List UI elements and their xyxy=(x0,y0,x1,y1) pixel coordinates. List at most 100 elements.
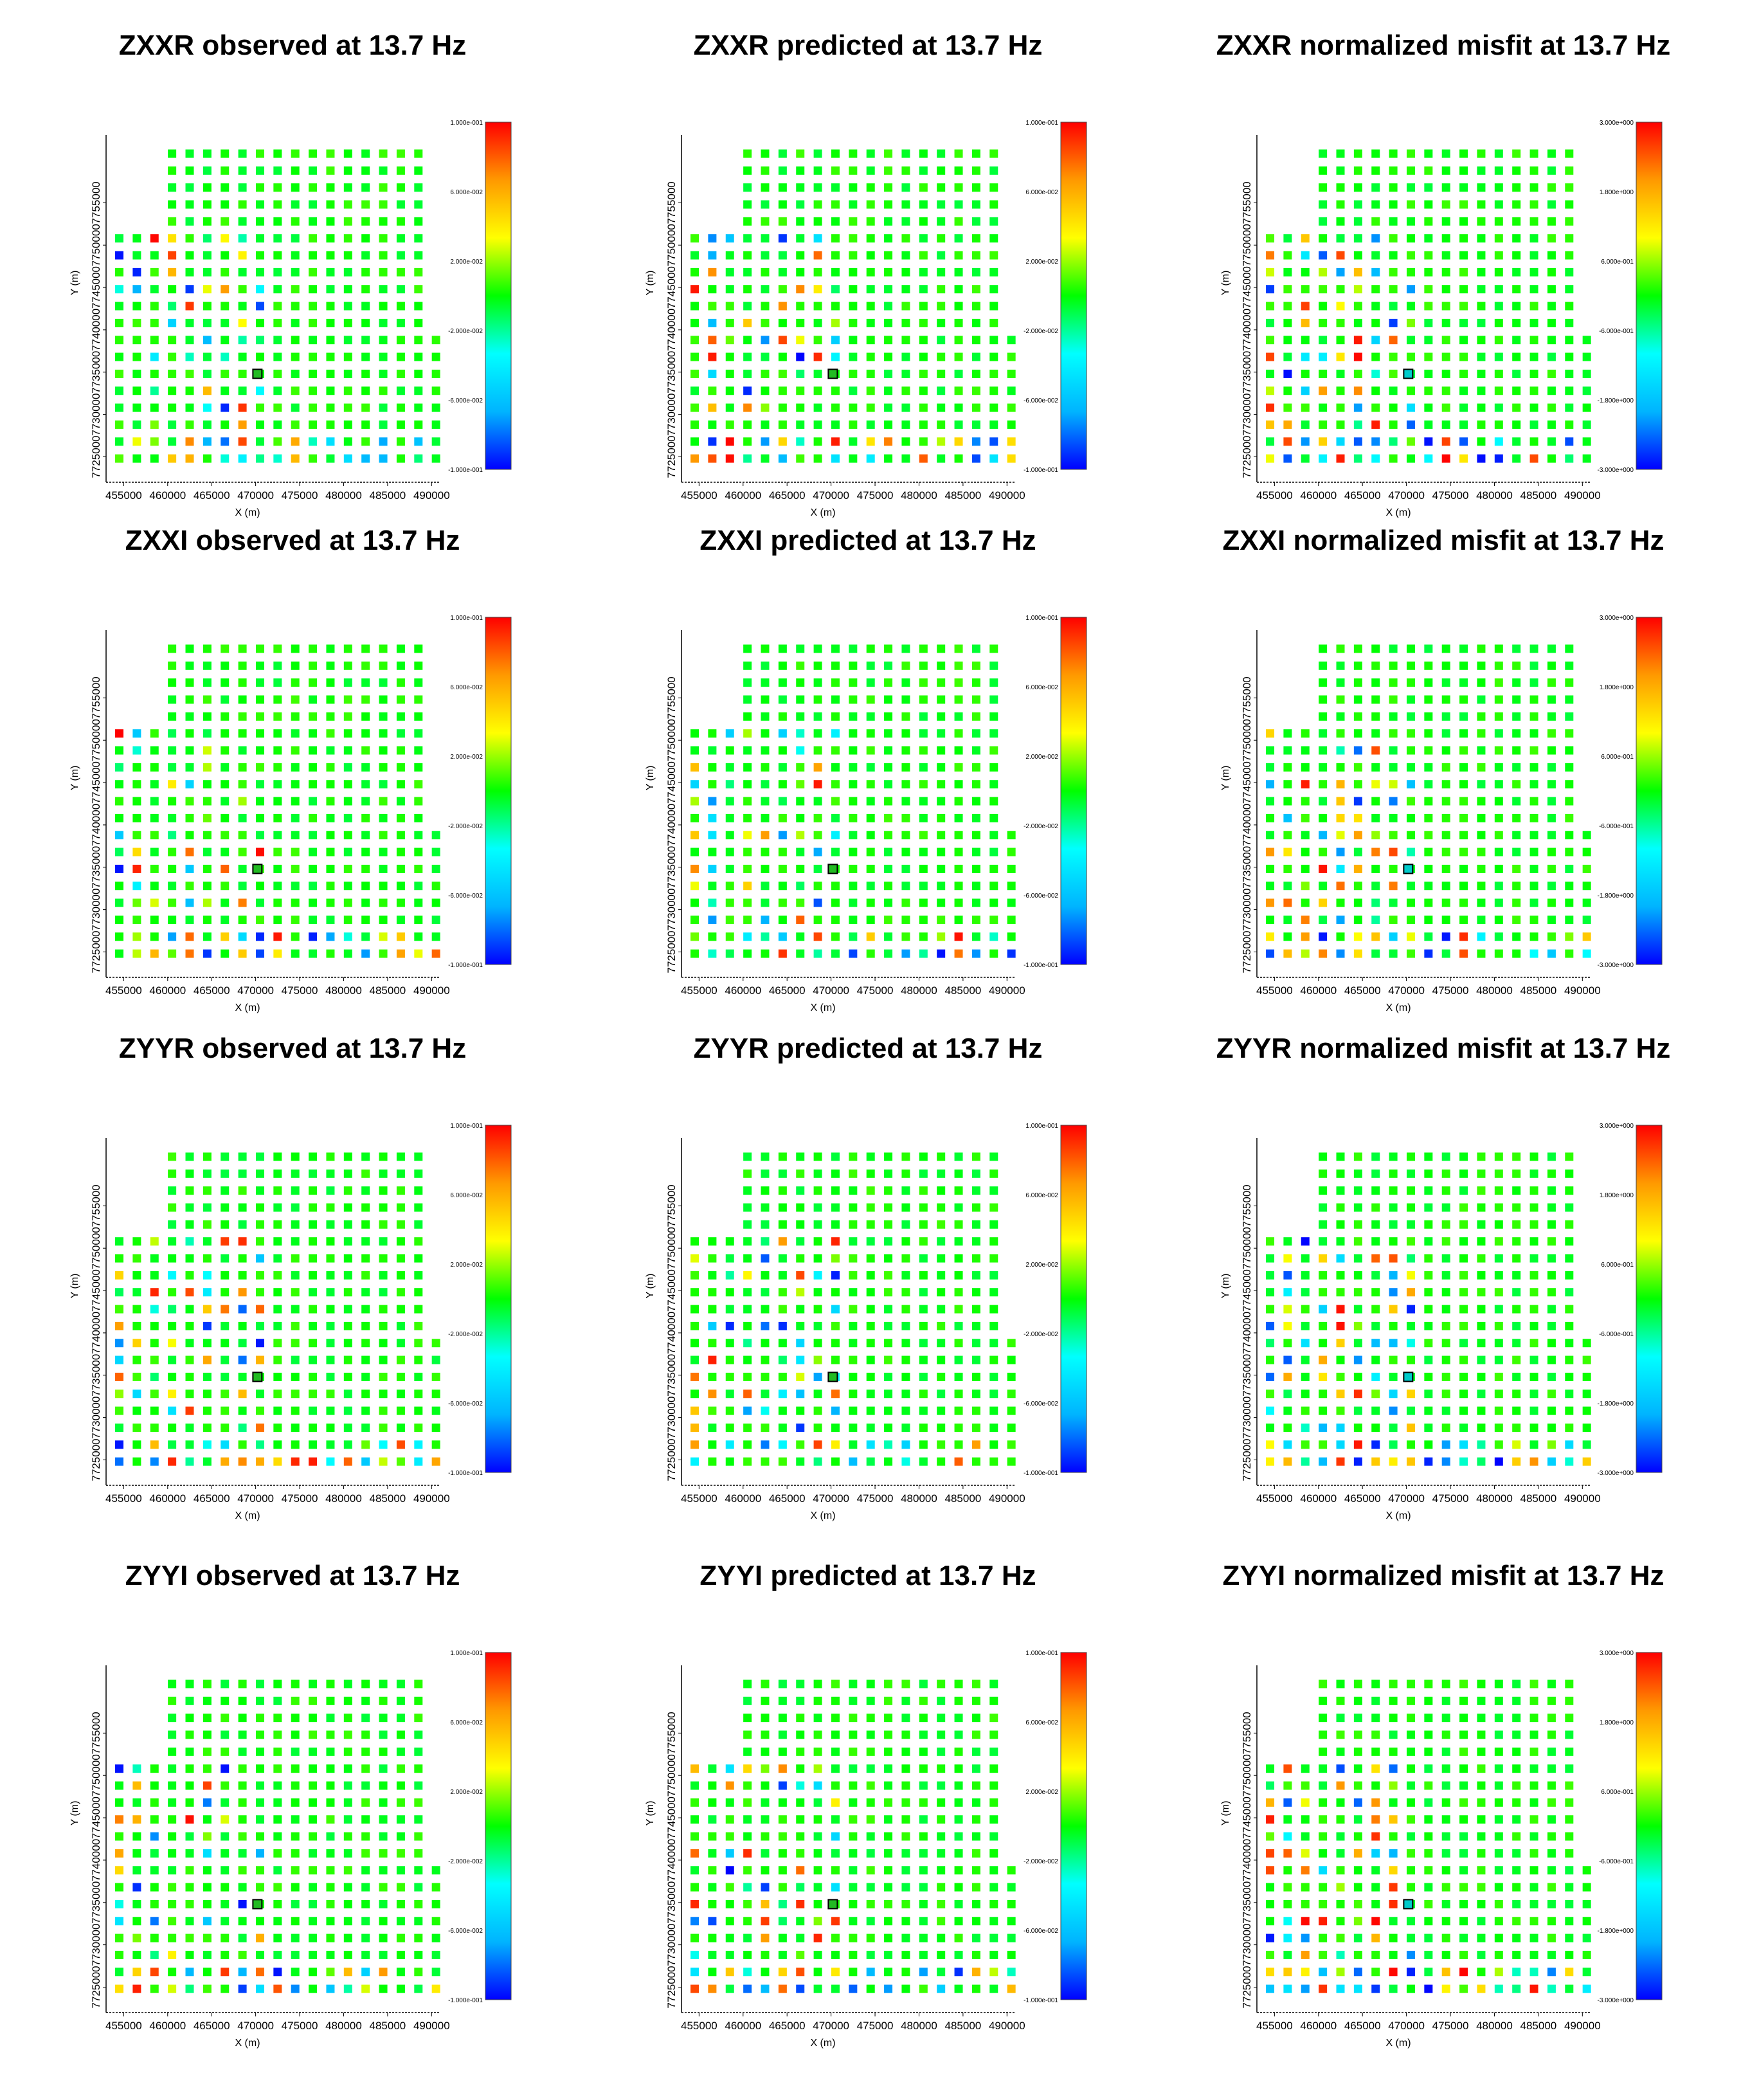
station-marker xyxy=(361,1866,370,1875)
colorbar xyxy=(1060,1125,1087,1473)
station-marker xyxy=(813,1271,822,1280)
station-marker xyxy=(989,1899,998,1908)
station-marker xyxy=(954,420,963,429)
station-marker xyxy=(150,454,159,463)
station-marker xyxy=(291,1355,300,1364)
x-tick-label: 470000 xyxy=(813,1492,849,1505)
station-marker xyxy=(937,1815,946,1824)
station-marker xyxy=(396,352,405,361)
station-marker xyxy=(1371,1696,1380,1705)
station-marker xyxy=(1512,166,1521,175)
colorbar-tick-label: -6.000e-002 xyxy=(448,1400,483,1408)
station-marker xyxy=(813,1321,822,1330)
station-marker xyxy=(1441,1781,1450,1790)
y-tick-label: 7750000 xyxy=(665,224,678,266)
y-axis-label: Y (m) xyxy=(69,1274,80,1299)
station-marker xyxy=(919,1169,928,1178)
station-marker xyxy=(221,915,230,924)
x-tick-label: 475000 xyxy=(282,1492,318,1505)
station-marker xyxy=(309,234,318,243)
station-marker xyxy=(1441,949,1450,958)
station-marker xyxy=(866,831,875,840)
station-marker xyxy=(1406,437,1415,446)
station-marker xyxy=(954,644,963,653)
station-marker xyxy=(1477,420,1486,429)
station-marker xyxy=(1336,1815,1345,1824)
station-marker xyxy=(761,1220,770,1229)
station-marker xyxy=(989,949,998,958)
station-marker xyxy=(690,369,699,378)
station-marker xyxy=(203,369,212,378)
station-marker xyxy=(1547,1849,1556,1858)
station-marker xyxy=(1371,1271,1380,1280)
station-marker xyxy=(132,1339,141,1348)
station-marker xyxy=(1319,1406,1328,1415)
station-marker xyxy=(1547,1883,1556,1892)
station-marker xyxy=(813,1152,822,1161)
station-marker xyxy=(1353,336,1362,345)
station-marker xyxy=(150,915,159,924)
station-marker xyxy=(1512,183,1521,192)
station-marker xyxy=(379,200,388,209)
station-marker xyxy=(971,695,980,704)
station-marker xyxy=(901,454,910,463)
station-marker xyxy=(1512,149,1521,158)
station-marker xyxy=(884,864,893,873)
station-marker xyxy=(238,1355,247,1364)
station-marker xyxy=(343,1832,352,1841)
station-marker xyxy=(849,1271,858,1280)
station-marker xyxy=(1007,1968,1016,1977)
station-marker xyxy=(901,1933,910,1942)
station-marker xyxy=(326,763,335,772)
station-marker xyxy=(1007,369,1016,378)
station-marker xyxy=(1477,1186,1486,1195)
station-marker xyxy=(1494,695,1503,704)
station-marker xyxy=(989,1798,998,1807)
station-marker xyxy=(203,1730,212,1739)
station-marker xyxy=(1301,1237,1310,1246)
station-marker xyxy=(1389,1271,1398,1280)
station-marker xyxy=(1424,831,1433,840)
station-marker xyxy=(343,1968,352,1977)
station-marker xyxy=(1266,1355,1275,1364)
station-marker xyxy=(1494,1899,1503,1908)
station-marker xyxy=(221,1372,230,1381)
station-marker xyxy=(690,1406,699,1415)
station-marker xyxy=(273,1917,282,1926)
station-marker xyxy=(291,1321,300,1330)
station-marker xyxy=(743,661,752,670)
station-marker xyxy=(361,949,370,958)
station-marker xyxy=(937,1714,946,1723)
station-marker xyxy=(1424,1968,1433,1977)
station-marker xyxy=(168,678,177,687)
station-marker xyxy=(1301,797,1310,806)
station-marker xyxy=(431,1883,440,1892)
station-marker xyxy=(1336,644,1345,653)
station-marker xyxy=(396,302,405,311)
station-marker xyxy=(919,1815,928,1824)
station-marker xyxy=(150,847,159,856)
station-marker xyxy=(414,200,423,209)
station-marker xyxy=(1512,1968,1521,1977)
station-marker xyxy=(221,200,230,209)
station-marker xyxy=(1459,1457,1468,1466)
station-marker xyxy=(813,1339,822,1348)
station-marker xyxy=(796,217,805,226)
station-marker xyxy=(796,1883,805,1892)
station-marker xyxy=(255,1849,264,1858)
station-marker xyxy=(1459,695,1468,704)
station-marker xyxy=(1477,1203,1486,1212)
station-marker xyxy=(1266,864,1275,873)
station-marker xyxy=(1477,813,1486,822)
station-marker xyxy=(831,1866,840,1875)
station-marker xyxy=(884,763,893,772)
x-tick-label: 460000 xyxy=(725,1492,761,1505)
station-marker xyxy=(168,1321,177,1330)
station-marker xyxy=(1266,352,1275,361)
station-marker xyxy=(901,1798,910,1807)
station-marker xyxy=(1459,915,1468,924)
station-marker xyxy=(761,932,770,941)
colorbar xyxy=(1060,617,1087,965)
station-marker xyxy=(1424,1406,1433,1415)
station-marker xyxy=(238,1883,247,1892)
